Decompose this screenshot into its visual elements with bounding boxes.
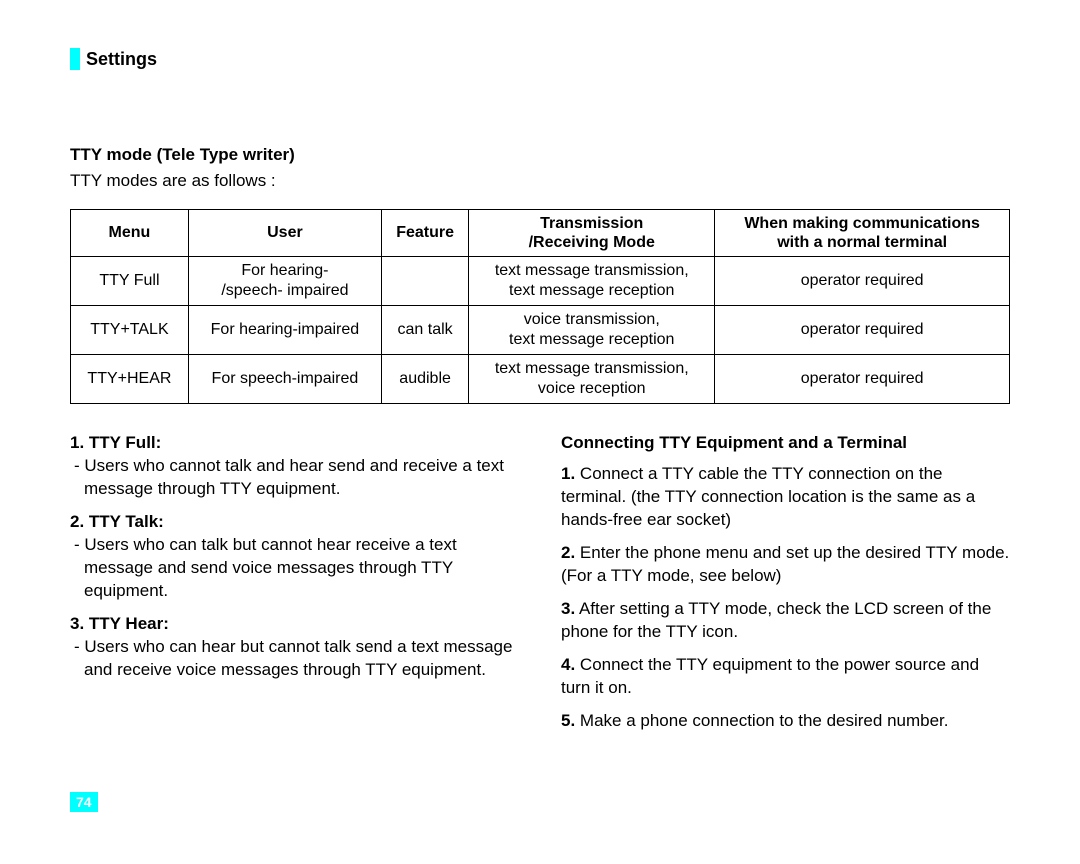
- item-title: 2. TTY Talk:: [70, 511, 519, 534]
- cell-user-l1: For hearing-: [241, 262, 328, 279]
- cell-mode-l1: text message transmission,: [495, 262, 689, 279]
- table-row: TTY+HEAR For speech-impaired audible tex…: [71, 355, 1010, 404]
- page-number: 74: [70, 792, 98, 812]
- section-heading: TTY mode (Tele Type writer): [70, 145, 1010, 165]
- col-comm: When making communications with a normal…: [715, 210, 1010, 257]
- list-item: 2. TTY Talk: - Users who can talk but ca…: [70, 511, 519, 603]
- col-mode-l2: /Receiving Mode: [529, 234, 655, 251]
- col-mode-l1: Transmission: [540, 215, 643, 232]
- cell-mode-l1: text message transmission,: [495, 360, 689, 377]
- col-mode: Transmission /Receiving Mode: [469, 210, 715, 257]
- col-comm-l2: with a normal terminal: [777, 234, 947, 251]
- right-heading: Connecting TTY Equipment and a Terminal: [561, 432, 1010, 455]
- step-num: 3.: [561, 599, 575, 618]
- header-accent-bar: [70, 48, 80, 70]
- table-row: TTY Full For hearing- /speech- impaired …: [71, 257, 1010, 306]
- item-body: - Users who cannot talk and hear send an…: [70, 455, 519, 501]
- cell-mode: text message transmission, voice recepti…: [469, 355, 715, 404]
- list-item: 1. TTY Full: - Users who cannot talk and…: [70, 432, 519, 501]
- cell-user: For hearing-impaired: [188, 306, 381, 355]
- cell-user-l2: /speech- impaired: [221, 282, 348, 299]
- item-title: 3. TTY Hear:: [70, 613, 519, 636]
- step-body: Make a phone connection to the desired n…: [575, 711, 948, 730]
- step-num: 4.: [561, 655, 575, 674]
- table-row: TTY+TALK For hearing-impaired can talk v…: [71, 306, 1010, 355]
- left-column: 1. TTY Full: - Users who cannot talk and…: [70, 432, 519, 742]
- section-intro: TTY modes are as follows :: [70, 171, 1010, 191]
- col-feature: Feature: [381, 210, 468, 257]
- cell-menu: TTY+TALK: [71, 306, 189, 355]
- cell-mode-l2: voice reception: [538, 380, 646, 397]
- item-title: 1. TTY Full:: [70, 432, 519, 455]
- list-item: 5. Make a phone connection to the desire…: [561, 710, 1010, 733]
- cell-mode-l2: text message reception: [509, 331, 674, 348]
- item-body: - Users who can talk but cannot hear rec…: [70, 534, 519, 603]
- step-body: After setting a TTY mode, check the LCD …: [561, 599, 991, 641]
- cell-mode: text message transmission, text message …: [469, 257, 715, 306]
- cell-feature: can talk: [381, 306, 468, 355]
- step-num: 2.: [561, 543, 575, 562]
- cell-mode-l1: voice transmission,: [524, 311, 660, 328]
- cell-feature: [381, 257, 468, 306]
- page-header: Settings: [70, 48, 1010, 70]
- item-body: - Users who can hear but cannot talk sen…: [70, 636, 519, 682]
- cell-comm: operator required: [715, 306, 1010, 355]
- cell-mode: voice transmission, text message recepti…: [469, 306, 715, 355]
- list-item: 2. Enter the phone menu and set up the d…: [561, 542, 1010, 588]
- cell-comm: operator required: [715, 355, 1010, 404]
- cell-user: For hearing- /speech- impaired: [188, 257, 381, 306]
- page-title: Settings: [86, 49, 157, 70]
- table-header-row: Menu User Feature Transmission /Receivin…: [71, 210, 1010, 257]
- list-item: 4. Connect the TTY equipment to the powe…: [561, 654, 1010, 700]
- cell-comm: operator required: [715, 257, 1010, 306]
- list-item: 3. TTY Hear: - Users who can hear but ca…: [70, 613, 519, 682]
- step-body: Enter the phone menu and set up the desi…: [561, 543, 1009, 585]
- cell-mode-l2: text message reception: [509, 282, 674, 299]
- step-num: 1.: [561, 464, 575, 483]
- cell-feature: audible: [381, 355, 468, 404]
- step-num: 5.: [561, 711, 575, 730]
- list-item: 3. After setting a TTY mode, check the L…: [561, 598, 1010, 644]
- step-body: Connect a TTY cable the TTY connection o…: [561, 464, 975, 529]
- cell-menu: TTY+HEAR: [71, 355, 189, 404]
- col-comm-l1: When making communications: [744, 215, 980, 232]
- step-body: Connect the TTY equipment to the power s…: [561, 655, 979, 697]
- right-column: Connecting TTY Equipment and a Terminal …: [561, 432, 1010, 742]
- cell-user: For speech-impaired: [188, 355, 381, 404]
- col-menu: Menu: [71, 210, 189, 257]
- tty-modes-table: Menu User Feature Transmission /Receivin…: [70, 209, 1010, 404]
- col-user: User: [188, 210, 381, 257]
- cell-menu: TTY Full: [71, 257, 189, 306]
- list-item: 1. Connect a TTY cable the TTY connectio…: [561, 463, 1010, 532]
